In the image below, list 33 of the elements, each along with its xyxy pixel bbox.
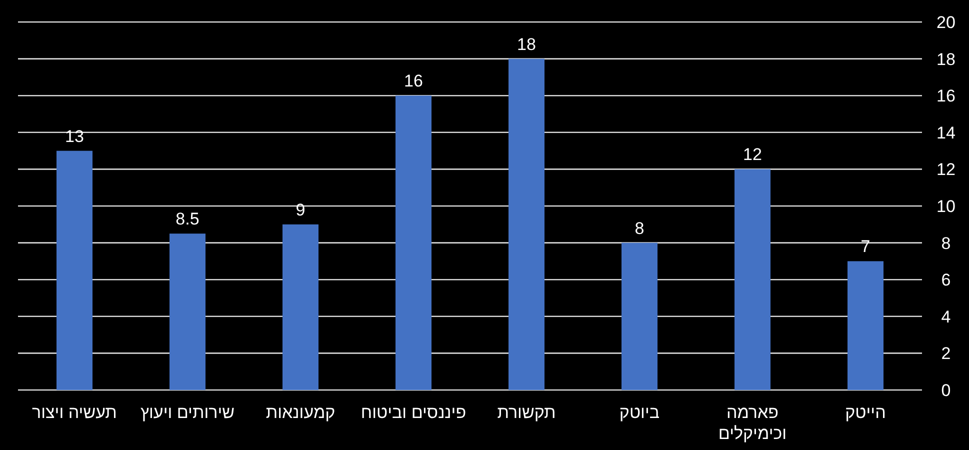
y-tick-label: 8 <box>941 234 951 253</box>
y-tick-label: 14 <box>936 123 956 142</box>
x-tick-label: תעשיה ויצור <box>32 403 117 422</box>
data-label: 18 <box>517 34 536 54</box>
data-label: 16 <box>404 72 423 91</box>
y-tick-label: 10 <box>936 197 956 216</box>
y-tick-label: 18 <box>936 50 956 69</box>
x-tick-label: פארמה וכימיקלים <box>718 403 787 443</box>
data-label: 12 <box>743 145 762 164</box>
x-tick-label: ביוטק <box>619 403 660 422</box>
bar <box>56 150 92 390</box>
bar <box>396 96 432 390</box>
y-tick-label: 12 <box>936 160 956 180</box>
x-tick-label: תקשורת <box>497 403 556 422</box>
y-tick-label: 0 <box>941 381 951 400</box>
bar <box>734 169 770 390</box>
x-tick-label: שירותים ויעוץ <box>140 403 235 422</box>
y-tick-label: 20 <box>936 13 956 32</box>
y-tick-label: 16 <box>936 86 956 106</box>
x-tick-label: פיננסים וביטוח <box>360 403 466 422</box>
data-label: 8 <box>634 218 644 238</box>
bar <box>508 58 544 390</box>
y-tick-label: 6 <box>941 270 951 290</box>
x-tick-label: קמעונאות <box>266 403 336 422</box>
y-tick-label: 2 <box>941 344 951 364</box>
y-tick-label: 4 <box>941 307 951 326</box>
x-tick-label: הייטק <box>845 403 886 422</box>
bar <box>282 224 318 390</box>
data-label: 8.5 <box>176 210 200 229</box>
data-label: 9 <box>296 200 306 220</box>
bar <box>170 234 206 390</box>
bar <box>848 261 884 390</box>
bar <box>622 242 658 390</box>
